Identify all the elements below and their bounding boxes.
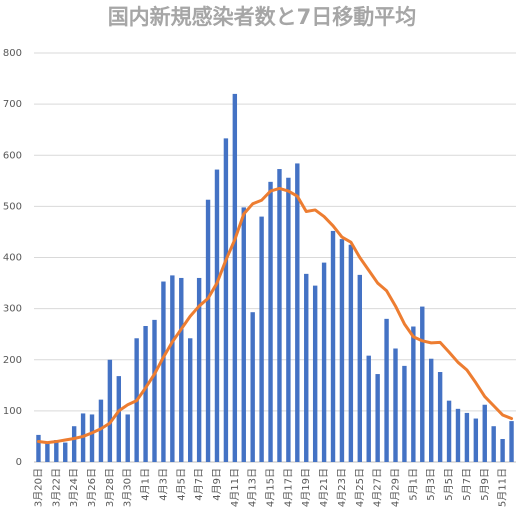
x-tick-label: 5月7日 (461, 468, 473, 501)
bar (125, 414, 130, 462)
bar (205, 199, 211, 462)
bar (411, 326, 416, 462)
bar (71, 426, 77, 462)
bar (45, 441, 50, 462)
bar (161, 281, 166, 462)
bar (446, 400, 452, 462)
x-tick-label: 4月15日 (265, 468, 277, 507)
bar (223, 138, 229, 462)
y-tick-label: 800 (3, 48, 22, 59)
x-tick-label: 5月1日 (407, 468, 419, 501)
x-tick-label: 5月11日 (497, 468, 509, 507)
x-tick-label: 4月25日 (354, 468, 366, 507)
bar (321, 262, 327, 462)
x-tick-label: 3月24日 (68, 468, 80, 507)
bar (304, 273, 309, 462)
x-tick-label: 4月5日 (175, 468, 187, 501)
bar (491, 426, 496, 462)
x-tick-label: 4月1日 (140, 468, 152, 501)
bar (455, 408, 461, 462)
y-tick-label: 200 (3, 355, 22, 366)
bar (402, 365, 407, 462)
bar (509, 421, 514, 462)
bar (357, 274, 362, 462)
x-tick-label: 3月22日 (50, 468, 62, 507)
x-tick-label: 4月19日 (300, 468, 312, 507)
bar (170, 275, 175, 462)
bar (98, 399, 104, 462)
bar (277, 169, 282, 462)
y-tick-label: 700 (3, 99, 22, 110)
x-tick-label: 4月29日 (390, 468, 402, 507)
y-tick-label: 600 (3, 150, 22, 161)
x-tick-label: 3月20日 (32, 468, 44, 507)
bar (473, 418, 479, 462)
bar (188, 338, 193, 462)
bar (36, 434, 41, 462)
x-tick-label: 4月21日 (318, 468, 330, 507)
bar (375, 374, 380, 462)
bar (214, 169, 220, 462)
x-tick-label: 4月11日 (229, 468, 241, 507)
bar (241, 207, 246, 462)
bar (437, 372, 443, 462)
y-tick-label: 100 (3, 406, 22, 417)
x-tick-label: 4月17日 (282, 468, 294, 507)
bar (268, 181, 273, 462)
bar (143, 326, 148, 462)
bar (116, 376, 121, 462)
bar (286, 177, 291, 462)
x-tick-label: 3月26日 (86, 468, 98, 507)
y-tick-label: 300 (3, 304, 22, 315)
bar (429, 358, 434, 462)
bar (330, 230, 336, 462)
y-tick-label: 0 (16, 457, 22, 468)
bar (295, 163, 300, 462)
y-tick-label: 400 (3, 253, 22, 264)
bar (366, 355, 371, 462)
x-tick-label: 3月28日 (104, 468, 116, 507)
bar (179, 277, 184, 462)
bar (259, 216, 264, 462)
x-tick-label: 4月23日 (336, 468, 348, 507)
bar (339, 239, 345, 462)
bar (384, 318, 389, 462)
bar (393, 348, 398, 462)
bar (482, 404, 487, 462)
bar (464, 412, 470, 462)
x-tick-label: 4月27日 (372, 468, 384, 507)
x-tick-label: 3月30日 (122, 468, 134, 507)
x-tick-label: 5月3日 (425, 468, 437, 501)
bar (500, 438, 505, 462)
bar (312, 285, 318, 462)
bar (107, 359, 113, 462)
bar (89, 414, 95, 462)
bar (196, 277, 202, 462)
moving-average-line (36, 186, 514, 445)
x-tick-label: 4月9日 (211, 468, 223, 501)
bar (250, 312, 255, 462)
x-tick-label: 4月7日 (193, 468, 205, 501)
x-tick-label: 4月13日 (247, 468, 259, 507)
x-tick-label: 5月9日 (479, 468, 491, 501)
bar (348, 244, 354, 462)
bar (420, 306, 425, 462)
bar (54, 440, 59, 462)
x-tick-label: 4月3日 (157, 468, 169, 501)
x-tick-label: 5月5日 (443, 468, 455, 501)
bar (232, 93, 238, 463)
bar (63, 442, 68, 462)
chart-title: 国内新規感染者数と7日移動平均 (108, 5, 417, 29)
bar (152, 319, 157, 462)
y-tick-label: 500 (3, 201, 22, 212)
